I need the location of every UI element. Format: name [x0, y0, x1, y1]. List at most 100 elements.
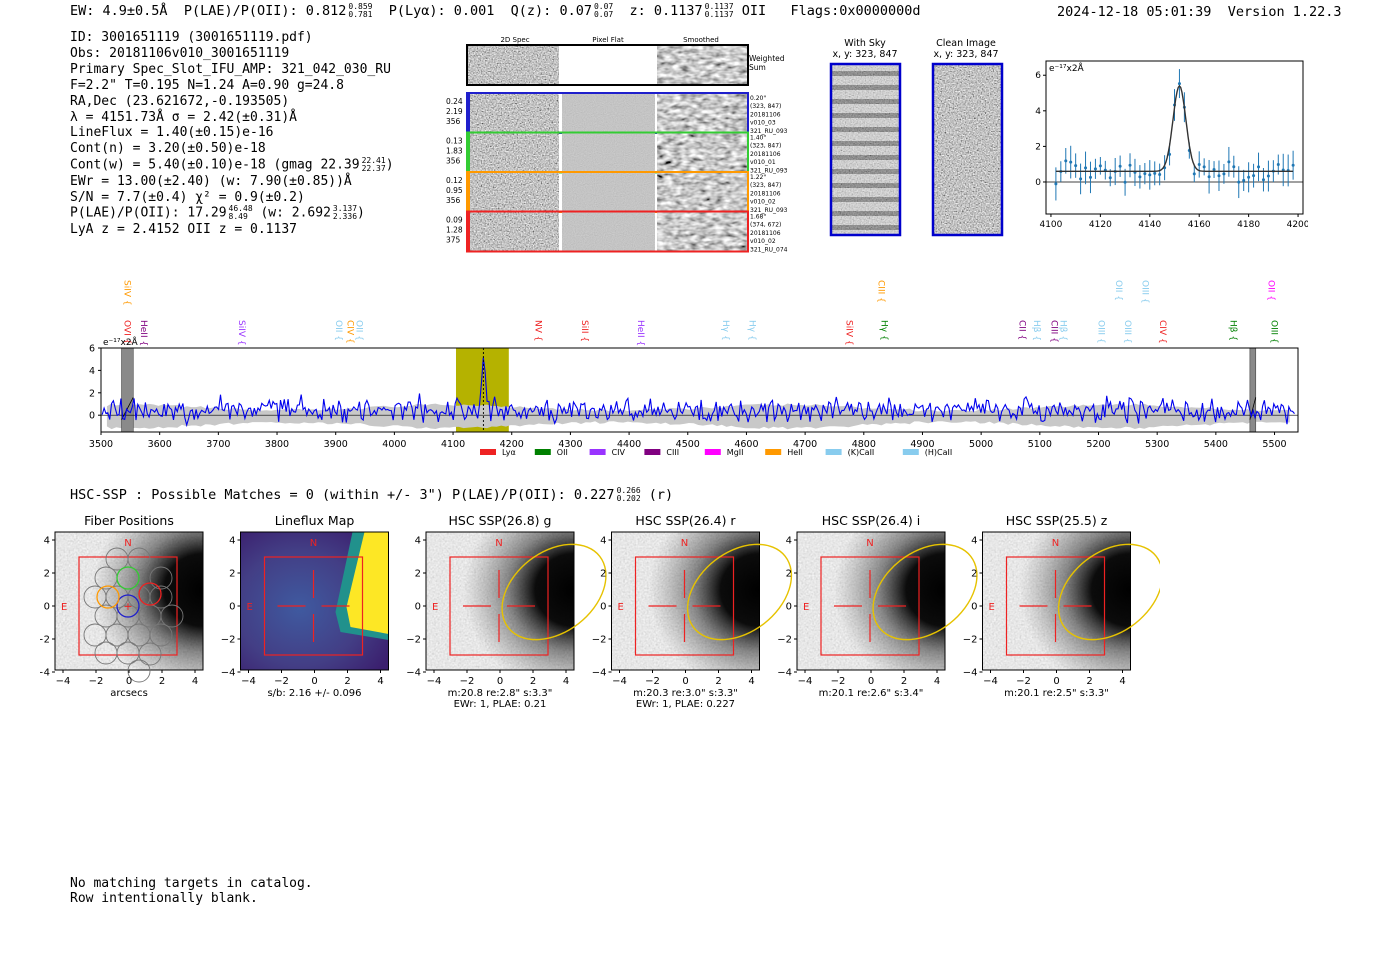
line-label-text: OIII { [1140, 280, 1150, 304]
search-box [820, 556, 920, 656]
hsc-summary-text: HSC-SSP : Possible Matches = 0 (within +… [70, 487, 615, 503]
flags-value: Flags:0x0000000d [790, 3, 921, 19]
line-label: Hγ { [720, 320, 730, 341]
panel-xtick-label: 2 [1086, 676, 1092, 687]
fiber-primary [116, 594, 140, 618]
cutout-right-value: 1.68" [750, 214, 766, 221]
fit-point [1084, 151, 1088, 185]
with-sky-frame [829, 62, 902, 237]
spec-xtick-label: 4300 [558, 439, 582, 450]
fit-marker [1079, 177, 1083, 181]
panel-xtick-label: −4 [56, 676, 71, 687]
image-panel: HSC SSP(26.4) i N E −4 −2 0 2 4 4 2 0 −2 −4 m:20.1 re… [777, 513, 978, 699]
fiber-circle [160, 604, 184, 628]
cont-w-hi: 22.41 [361, 156, 386, 166]
weighted-smooth [657, 46, 748, 84]
plae-value: P(LAE)/P(OII): 0.812 [183, 3, 347, 19]
fit-marker [1138, 175, 1142, 179]
aperture-ellipse [686, 543, 793, 641]
fit-point [1257, 152, 1261, 182]
fit-point [1123, 168, 1127, 196]
fit-point [1118, 155, 1122, 177]
col-2d-spec: 2D Spec [500, 36, 529, 44]
z-hi: 0.1137 [704, 2, 734, 11]
spec-xtick-label: 4500 [676, 439, 700, 450]
qz-lo: 0.07 [593, 10, 614, 19]
panel-xtick-label: 4 [1119, 676, 1125, 687]
legend-item: (H)CaII [902, 448, 952, 457]
cont-w-label: Cont(w) = 5.40(±0.10)e-18 (gmag 22.39 [70, 157, 360, 173]
panel-xtick-label: 0 [311, 676, 317, 687]
cutout-left-value: 0.09 [446, 216, 463, 225]
timestamp-line: 2024-12-18 05:01:39 Version 1.22.3 [1057, 4, 1342, 20]
fit-marker [1093, 167, 1097, 171]
fit-point [1242, 169, 1246, 192]
panel-xlabel: s/b: 2.16 +/- 0.096 [267, 688, 361, 699]
panel-sublabel: EWr: 1, PLAE: 0.227 [636, 699, 735, 710]
plae2-w-label: (w: 2.692 [260, 205, 331, 221]
fit-marker [1222, 172, 1226, 176]
fit-marker [1108, 176, 1112, 180]
spec-xtick-label: 4600 [734, 439, 758, 450]
spec-xtick-label: 5000 [969, 439, 993, 450]
legend-swatch [704, 449, 721, 455]
line-label: CIII { [1049, 320, 1059, 343]
line-label-text: SiIV { [843, 320, 853, 346]
clean-image-frame [931, 62, 1004, 237]
spec-xtick-label: 4700 [793, 439, 817, 450]
line-label-text: SiII { [579, 320, 589, 342]
panel-title: HSC SSP(26.8) g [449, 513, 552, 528]
line-label-text: Hβ { [1057, 320, 1067, 341]
panel-ytick-label: 0 [415, 602, 421, 613]
plae2-w-lo: 2.336 [332, 212, 358, 222]
line-label: OIII { [1122, 320, 1132, 344]
col-smoothed: Smoothed [683, 36, 719, 44]
fit-marker [1088, 175, 1092, 179]
line-label: OIII { [1096, 320, 1106, 344]
fit-xtick-label: 4140 [1138, 220, 1161, 230]
z-lo: 0.1137 [704, 10, 734, 19]
cutout-right-value: (374, 672) [750, 222, 781, 229]
north-label: N [1052, 538, 1059, 549]
fit-point [1148, 160, 1152, 190]
cutout-smooth [657, 173, 748, 211]
line-fit-bg [1028, 55, 1308, 235]
galaxy-blob [611, 532, 760, 670]
fiber-circle [149, 585, 173, 609]
cutout-right-value: 1.22" [750, 174, 766, 181]
hsc-summary: HSC-SSP : Possible Matches = 0 (within +… [70, 487, 673, 504]
line-flux: LineFlux = 1.40(±0.15)e-16 [70, 125, 274, 141]
panel-xtick-label: −4 [798, 676, 813, 687]
with-sky-noise [832, 65, 899, 235]
fit-marker [1074, 164, 1078, 168]
spec-xtick-label: 4200 [500, 439, 524, 450]
panel-xtick-label: 4 [934, 676, 940, 687]
spectrum-ticks: 3500 3600 3700 3800 3900 4000 4100 4200 4300 4400… [89, 344, 1287, 451]
line-fit-ticks: 4100 4120 4140 4160 4180 4200 6 4 2 0 [1035, 71, 1308, 230]
fiber-circle [149, 623, 173, 647]
line-label-text: OIII { [1269, 320, 1279, 344]
fit-marker [1148, 173, 1152, 177]
fit-point [1158, 163, 1162, 186]
lambda-sigma: λ = 4151.73Å σ = 2.42(±0.31)Å [70, 109, 297, 125]
legend-item: CIV [589, 448, 626, 457]
fit-marker [1192, 172, 1196, 176]
east-label: E [618, 602, 624, 613]
cutout-color-bar [467, 133, 470, 172]
fit-point [1088, 161, 1092, 194]
cutout-smooth [657, 94, 748, 132]
fit-marker [1197, 162, 1201, 166]
line-label-text: Hγ { [746, 320, 756, 341]
fit-point [1093, 158, 1097, 179]
legend-swatch [644, 449, 661, 455]
qz-value: Q(z): 0.07 [510, 3, 592, 19]
fiber-center-mark: + [123, 600, 132, 613]
fit-point [1153, 161, 1157, 186]
panel-title: HSC SSP(25.5) z [1006, 513, 1108, 528]
legend-label: (K)CaII [848, 448, 875, 457]
lineflux-peak [346, 532, 389, 634]
image-panels: Fiber Positions + N E −4 −2 0 2 4 4 2 0 −2 −4 arcsecs L… [40, 513, 1160, 710]
cutout-left-value: 0.13 [446, 137, 463, 146]
